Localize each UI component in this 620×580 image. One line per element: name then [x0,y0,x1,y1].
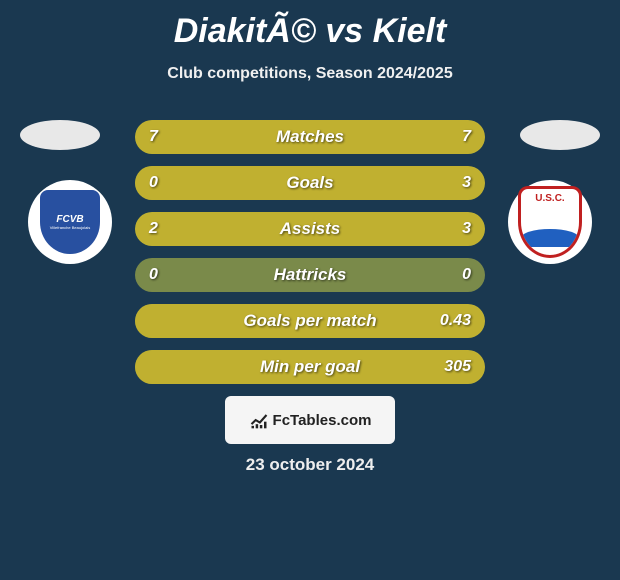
club-left-sub: Villefranche Beaujolais [50,225,90,230]
brand-text: FcTables.com [273,412,372,429]
date-text: 23 october 2024 [246,455,375,475]
stat-row: 7 7 Matches [135,120,485,154]
stat-row: 0.43 Goals per match [135,304,485,338]
stat-value-right: 3 [462,220,471,238]
club-logo-right: U.S.C. [508,180,592,264]
stat-label: Matches [276,127,344,147]
stat-label: Goals per match [243,311,376,331]
stat-value-left: 2 [149,220,158,238]
stat-value-left: 0 [149,266,158,284]
stat-label: Hattricks [274,265,347,285]
stat-row: 2 3 Assists [135,212,485,246]
stat-label: Assists [280,219,340,239]
club-left-abbr: FCVB [56,214,83,225]
wave-icon [521,229,579,247]
stat-value-right: 0.43 [440,312,471,330]
stat-value-right: 305 [444,358,471,376]
subtitle: Club competitions, Season 2024/2025 [0,65,620,83]
stat-row: 0 0 Hattricks [135,258,485,292]
stat-row: 0 3 Goals [135,166,485,200]
stat-label: Min per goal [260,357,360,377]
stats-container: 7 7 Matches 0 3 Goals 2 3 Assists 0 0 Hattricks 0.43… [135,120,485,396]
stat-value-left: 7 [149,128,158,146]
chart-icon [249,410,269,430]
club-right-abbr: U.S.C. [535,193,564,204]
stat-label: Goals [286,173,333,193]
shield-icon: U.S.C. [518,186,582,258]
stat-value-right: 0 [462,266,471,284]
stat-value-left: 0 [149,174,158,192]
stat-value-right: 7 [462,128,471,146]
player-silhouette-left [20,120,100,150]
club-logo-left: FCVB Villefranche Beaujolais [28,180,112,264]
player-silhouette-right [520,120,600,150]
page-title: DiakitÃ© vs Kielt [0,0,620,51]
stat-value-right: 3 [462,174,471,192]
brand-banner[interactable]: FcTables.com [225,396,395,444]
shield-icon: FCVB Villefranche Beaujolais [40,190,100,254]
stat-row: 305 Min per goal [135,350,485,384]
